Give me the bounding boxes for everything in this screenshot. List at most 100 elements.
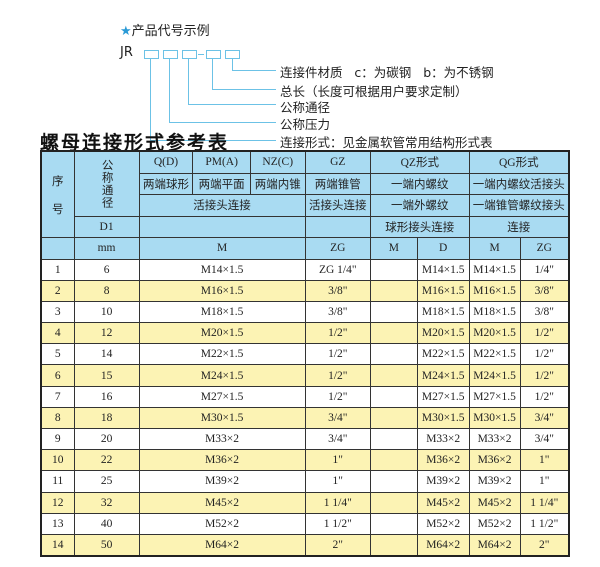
cell-qgm: M30×1.5 <box>468 406 521 430</box>
header-mm: mm <box>73 237 140 260</box>
star-icon: ★ <box>120 24 132 39</box>
cell-qzd: M64×2 <box>416 533 470 557</box>
cell-dn: 22 <box>73 449 140 472</box>
cell-no: 14 <box>40 533 75 557</box>
cell-zg: 1" <box>304 449 371 472</box>
cell-dn: 16 <box>73 385 140 408</box>
cell-no: 2 <box>40 279 75 302</box>
cell-qzd: M27×1.5 <box>416 385 470 408</box>
cell-dn: 18 <box>73 406 140 430</box>
cell-qzd: M22×1.5 <box>416 343 470 366</box>
cell-dn: 40 <box>73 512 140 535</box>
header-nominal-diameter: 公称通径 <box>73 150 140 217</box>
table-row: 2 8 M16×1.5 3/8" M16×1.5 M16×1.5 3/8" <box>40 279 570 302</box>
table-title: 螺母连接形式参考表 <box>40 132 230 154</box>
cell-qzm <box>369 385 418 408</box>
cell-no: 5 <box>40 343 75 366</box>
cell-no: 13 <box>40 512 75 535</box>
cell-qgzg: 2" <box>519 533 570 557</box>
header-empty <box>138 215 306 238</box>
cell-qzd: M52×2 <box>416 512 470 535</box>
table-row: 3 10 M18×1.5 3/8" M18×1.5 M18×1.5 3/8" <box>40 300 570 324</box>
cell-dn: 12 <box>73 322 140 345</box>
cell-m: M20×1.5 <box>138 322 306 345</box>
cell-qzm <box>369 470 418 493</box>
cell-m: M64×2 <box>138 533 306 557</box>
cell-zg: 1/2" <box>304 364 371 387</box>
header-pm-desc: 两端平面 <box>192 172 251 195</box>
cell-qzd: M30×1.5 <box>416 406 470 430</box>
header-nz-desc: 两端内锥 <box>249 172 306 195</box>
table-row: 10 22 M36×2 1" M36×2 M36×2 1" <box>40 449 570 472</box>
cell-dn: 10 <box>73 300 140 324</box>
header-qg-desc: 一端内螺纹活接头 <box>468 172 570 195</box>
header-qg-m: M <box>468 237 521 260</box>
cell-dn: 15 <box>73 364 140 387</box>
header-q: Q(D) <box>138 150 194 174</box>
table-row: 8 18 M30×1.5 3/4" M30×1.5 M30×1.5 3/4" <box>40 406 570 430</box>
code-dash <box>198 54 204 55</box>
code-box <box>182 50 197 59</box>
code-prefix: JR <box>120 45 133 60</box>
cell-qgzg: 1/2" <box>519 385 570 408</box>
cell-qgm: M27×1.5 <box>468 385 521 408</box>
cell-m: M27×1.5 <box>138 385 306 408</box>
cell-qzd: M36×2 <box>416 449 470 472</box>
cell-qzm <box>369 364 418 387</box>
cell-qgm: M33×2 <box>468 427 521 451</box>
cell-zg: 2" <box>304 533 371 557</box>
header-qz-desc3: 球形接头连接 <box>369 215 470 238</box>
header-union-connection: 活接头连接 <box>138 194 306 217</box>
header-gz-desc: 两端锥管 <box>304 172 371 195</box>
cell-qzd: M45×2 <box>416 491 470 514</box>
header-qz-m: M <box>369 237 418 260</box>
label-connection: 连接形式：见金属软管常用结构形式表 <box>280 135 493 150</box>
cell-qgzg: 1/2" <box>519 322 570 345</box>
header-d1: D1 <box>73 215 140 238</box>
header-gz: GZ <box>304 150 371 174</box>
cell-qgzg: 1 1/4" <box>519 491 570 514</box>
cell-dn: 25 <box>73 470 140 493</box>
example-title: ★产品代号示例 <box>120 24 210 39</box>
cell-no: 7 <box>40 385 75 408</box>
cell-zg: 1 1/4" <box>304 491 371 514</box>
cell-m: M24×1.5 <box>138 364 306 387</box>
code-box <box>144 50 159 59</box>
cell-qzm <box>369 300 418 324</box>
cell-zg: 1/2" <box>304 322 371 345</box>
cell-dn: 8 <box>73 279 140 302</box>
table-row: 13 40 M52×2 1 1/2" M52×2 M52×2 1 1/2" <box>40 512 570 535</box>
cell-qgm: M52×2 <box>468 512 521 535</box>
cell-no: 9 <box>40 427 75 451</box>
header-qz-desc2: 一端外螺纹 <box>369 194 470 217</box>
cell-qgm: M39×2 <box>468 470 521 493</box>
cell-qzd: M18×1.5 <box>416 300 470 324</box>
table-row: 9 20 M33×2 3/4" M33×2 M33×2 3/4" <box>40 427 570 451</box>
cell-qgm: M16×1.5 <box>468 279 521 302</box>
cell-qgm: M45×2 <box>468 491 521 514</box>
header-qz-desc: 一端内螺纹 <box>369 172 470 195</box>
cell-m: M14×1.5 <box>138 258 306 281</box>
cell-qgzg: 1" <box>519 449 570 472</box>
label-length: 总长（长度可根据用户要求定制） <box>280 84 468 99</box>
cell-qgzg: 1 1/2" <box>519 512 570 535</box>
cell-dn: 32 <box>73 491 140 514</box>
cell-qzd: M14×1.5 <box>416 258 470 281</box>
label-pressure: 公称压力 <box>280 117 331 132</box>
header-empty <box>304 215 371 238</box>
cell-qgzg: 3/4" <box>519 406 570 430</box>
cell-no: 10 <box>40 449 75 472</box>
table-row: 11 25 M39×2 1" M39×2 M39×2 1" <box>40 470 570 493</box>
table-row: 4 12 M20×1.5 1/2" M20×1.5 M20×1.5 1/2" <box>40 322 570 345</box>
cell-qzd: M20×1.5 <box>416 322 470 345</box>
cell-zg: 3/4" <box>304 406 371 430</box>
table-row: 14 50 M64×2 2" M64×2 M64×2 2" <box>40 533 570 557</box>
cell-zg: 3/8" <box>304 300 371 324</box>
cell-dn: 20 <box>73 427 140 451</box>
cell-qzm <box>369 322 418 345</box>
cell-no: 12 <box>40 491 75 514</box>
cell-no: 1 <box>40 258 75 281</box>
table-row: 1 6 M14×1.5 ZG 1/4" M14×1.5 M14×1.5 1/4" <box>40 258 570 281</box>
table-row: 5 14 M22×1.5 1/2" M22×1.5 M22×1.5 1/2" <box>40 343 570 366</box>
cell-qgm: M14×1.5 <box>468 258 521 281</box>
